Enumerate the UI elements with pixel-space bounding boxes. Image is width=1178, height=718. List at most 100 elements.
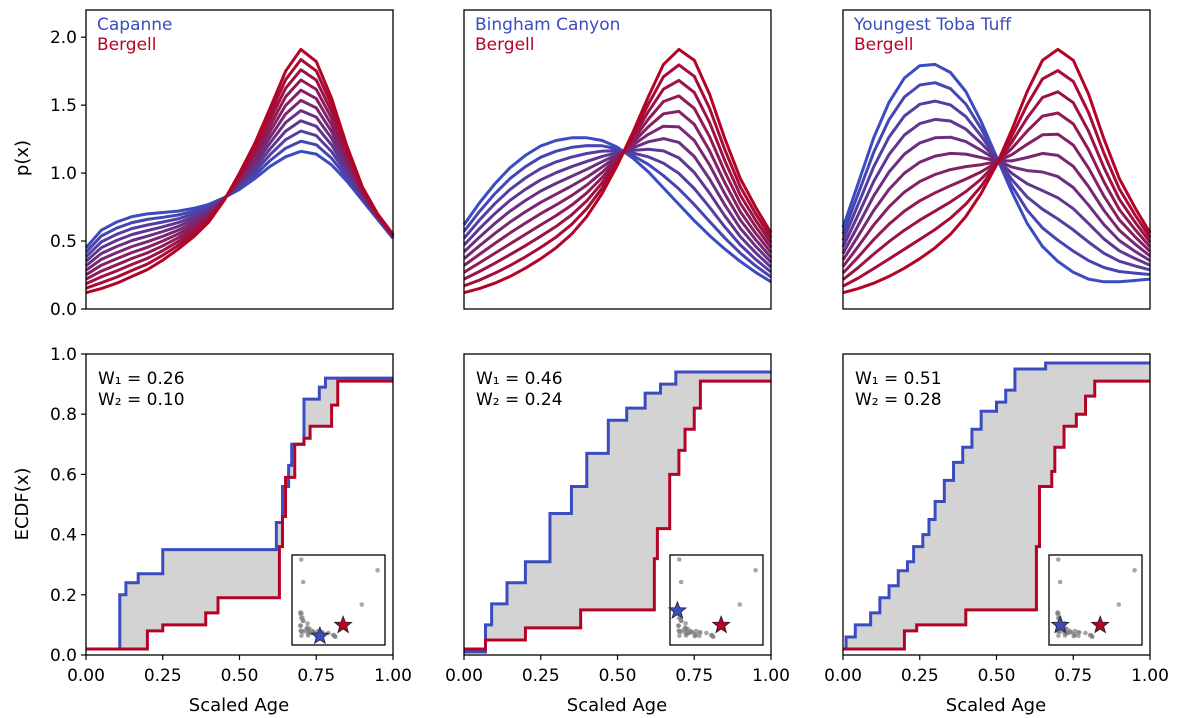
- legend-label: Bergell: [475, 35, 535, 55]
- ecdf-line-red: [86, 379, 393, 651]
- inset-point: [678, 579, 684, 585]
- difference-fill: [86, 378, 393, 649]
- legend-label: Youngest Toba Tuff: [853, 15, 1012, 35]
- inset-point: [298, 610, 303, 615]
- inset-point: [298, 623, 303, 628]
- legend-label: Bergell: [854, 35, 914, 55]
- distance-annotation: W₁ = 0.26: [98, 369, 185, 389]
- inset-point: [697, 630, 702, 635]
- inset-point: [1083, 630, 1088, 636]
- inset-point: [300, 618, 306, 624]
- y-tick-label: 0.0: [50, 300, 77, 320]
- legend-label: Bergell: [97, 35, 157, 55]
- inset-point: [708, 632, 714, 638]
- x-tick-label: 0.75: [675, 666, 713, 686]
- inset-point: [305, 633, 311, 638]
- inset-star-red: [1090, 615, 1110, 634]
- x-tick-label: 0.25: [522, 666, 560, 686]
- ecdf-line-blue: [464, 370, 771, 654]
- inset-point: [693, 628, 699, 634]
- inset-point: [1056, 633, 1061, 638]
- inset-point: [305, 621, 310, 626]
- bottom-ylabel: ECDF(x): [12, 468, 33, 541]
- ecdf-line-blue: [843, 361, 1150, 651]
- y-tick-label: 1.5: [50, 96, 77, 116]
- x-tick-label: 0.00: [67, 666, 105, 686]
- x-tick-label: 0.25: [901, 666, 939, 686]
- inset-point: [1057, 579, 1063, 585]
- distance-annotation: W₁ = 0.51: [855, 369, 942, 389]
- inset-point: [697, 633, 702, 639]
- x-tick-label: 0.50: [599, 666, 637, 686]
- axes-frame: [842, 9, 1151, 310]
- inset-point: [677, 557, 682, 562]
- legend-label: Capanne: [97, 15, 173, 35]
- inset-point: [299, 557, 304, 562]
- y-tick-label: 1.0: [50, 345, 77, 365]
- y-tick-label: 0.5: [50, 232, 77, 252]
- y-tick-label: 0.2: [50, 586, 77, 606]
- inset-point: [678, 618, 684, 624]
- inset-point: [689, 630, 695, 635]
- top-ylabel: p(x): [12, 140, 33, 176]
- difference-fill: [464, 372, 771, 652]
- inset-point: [683, 633, 689, 638]
- x-tick-label: 0.75: [297, 666, 335, 686]
- x-tick-label: 0.50: [978, 666, 1016, 686]
- x-tick-label: 0.75: [1054, 666, 1092, 686]
- inset-point: [1076, 633, 1081, 639]
- x-tick-label: 0.25: [144, 666, 182, 686]
- inset-point: [1132, 568, 1137, 573]
- density-curve: [463, 47, 773, 295]
- axes-frame: [85, 9, 394, 310]
- inset-point: [683, 627, 689, 633]
- inset-point: [677, 633, 682, 638]
- inset-point: [676, 623, 681, 628]
- inset-point: [1087, 632, 1093, 638]
- inset-point: [678, 629, 684, 635]
- inset-star-blue: [667, 600, 688, 620]
- density-curve: [841, 99, 1151, 272]
- inset-point: [359, 602, 365, 607]
- distance-annotation: W₂ = 0.10: [98, 390, 185, 410]
- inset-point: [753, 568, 758, 573]
- inset-star-red: [333, 615, 353, 634]
- inset-point: [1076, 630, 1081, 635]
- x-tick-label: 0.00: [824, 666, 862, 686]
- inset-point: [300, 629, 306, 635]
- inset-star-red: [711, 615, 731, 634]
- ecdf-line-blue: [86, 376, 393, 651]
- distance-annotation: W₂ = 0.28: [855, 390, 942, 410]
- legend-label: Bingham Canyon: [475, 15, 620, 35]
- inset-star-blue: [310, 625, 330, 645]
- density-curve: [842, 47, 1152, 295]
- inset-point: [330, 632, 336, 638]
- distance-annotation: W₂ = 0.24: [476, 390, 563, 410]
- y-tick-label: 0.4: [50, 526, 77, 546]
- inset-point: [375, 568, 380, 573]
- inset-point: [704, 630, 709, 636]
- y-tick-label: 0.0: [50, 646, 77, 666]
- x-tick-label: 1.00: [752, 666, 790, 686]
- y-tick-label: 1.0: [50, 164, 77, 184]
- inset-point: [1116, 602, 1122, 607]
- inset-point: [1056, 557, 1061, 562]
- inset-point: [1062, 633, 1068, 638]
- y-tick-label: 0.8: [50, 405, 77, 425]
- distance-annotation: W₁ = 0.46: [476, 369, 563, 389]
- x-tick-label: 1.00: [374, 666, 412, 686]
- axes-frame: [463, 9, 772, 310]
- inset-point: [1068, 630, 1074, 635]
- inset-point: [1055, 610, 1060, 615]
- inset-point: [683, 621, 688, 626]
- inset-point: [305, 627, 311, 633]
- x-tick-label: 0.00: [445, 666, 483, 686]
- density-curve: [462, 149, 772, 274]
